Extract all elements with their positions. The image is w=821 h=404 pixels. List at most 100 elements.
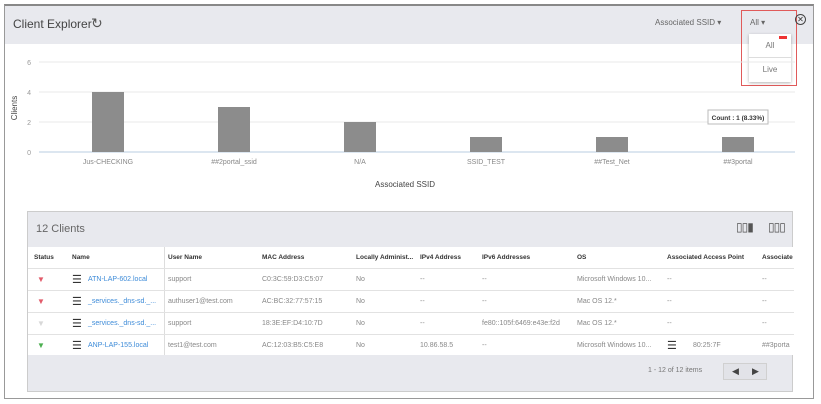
column-header[interactable]: IPv6 Addresses bbox=[482, 254, 531, 261]
user-cell: support bbox=[168, 276, 192, 283]
group-by-dropdown[interactable]: Associated SSID ▾ bbox=[655, 18, 722, 27]
column-header[interactable]: Associated Access Point bbox=[667, 254, 745, 261]
header-row: Status Name User Name MAC Address Locally Ad… bbox=[28, 247, 794, 269]
y-tick-label: 2 bbox=[27, 120, 31, 127]
ipv6-cell: -- bbox=[482, 342, 487, 349]
filter-label: All bbox=[750, 18, 759, 27]
y-tick-label: 0 bbox=[27, 150, 31, 157]
user-cell: test1@test.com bbox=[168, 342, 217, 349]
refresh-icon[interactable]: ↻ bbox=[91, 15, 103, 31]
assoc-cell: ##3porta bbox=[762, 342, 790, 349]
x-tick-label: N/A bbox=[354, 159, 366, 166]
ipv6-cell: -- bbox=[482, 276, 487, 283]
x-tick-label: ##2portal_ssid bbox=[211, 159, 257, 166]
column-header[interactable]: Status bbox=[34, 254, 54, 261]
tooltip-box bbox=[707, 109, 769, 125]
name-cell[interactable]: _services._dns-sd._... bbox=[88, 298, 157, 305]
wifi-status-icon: ▼ bbox=[37, 275, 45, 284]
bar-chart: 0 2 4 6 Jus-CHECKING ##2portal_ssid N/A SSID_TE… bbox=[10, 60, 795, 189]
ap-cell: -- bbox=[667, 320, 672, 327]
details-list-icon[interactable]: ☰ bbox=[72, 274, 82, 286]
column-header[interactable]: OS bbox=[577, 254, 587, 261]
name-cell[interactable]: ANP-LAP-155.local bbox=[88, 342, 149, 349]
page-title: Client Explorer bbox=[13, 17, 92, 31]
client-count: 12 Clients bbox=[36, 223, 85, 235]
wifi-status-icon: ▼ bbox=[37, 297, 45, 306]
name-cell[interactable]: _services._dns-sd._... bbox=[88, 320, 157, 327]
ap-cell: 80:25:7F bbox=[693, 342, 721, 349]
frozen-column-divider bbox=[164, 247, 165, 355]
y-axis-title: Clients bbox=[10, 96, 19, 120]
x-tick-label: ##Test_Net bbox=[594, 159, 629, 166]
ipv4-cell: -- bbox=[420, 298, 425, 305]
bar[interactable] bbox=[470, 137, 502, 152]
y-tick-label: 6 bbox=[27, 60, 31, 67]
bar[interactable] bbox=[722, 137, 754, 152]
x-axis-title: Associated SSID bbox=[375, 180, 435, 189]
user-cell: authuser1@test.com bbox=[168, 298, 233, 305]
table-row[interactable]: ▼ _services._dns-sd._... support 18:3E:EF:D… bbox=[28, 313, 794, 335]
user-cell: support bbox=[168, 320, 192, 327]
clients-grid: Status Name User Name MAC Address Locally Ad… bbox=[28, 247, 794, 355]
bar[interactable] bbox=[92, 92, 124, 152]
os-cell: Mac OS 12.* bbox=[577, 320, 617, 327]
assoc-cell: -- bbox=[762, 298, 767, 305]
mac-cell: C0:3C:59:D3:C5:07 bbox=[262, 276, 324, 283]
group-by-label: Associated SSID bbox=[655, 18, 716, 27]
column-header[interactable]: Associate bbox=[762, 254, 793, 261]
bar[interactable] bbox=[218, 107, 250, 152]
ipv4-cell: -- bbox=[420, 276, 425, 283]
os-cell: Mac OS 12.* bbox=[577, 298, 617, 305]
pagination-info: 1 - 12 of 12 items bbox=[648, 367, 703, 374]
ipv6-cell: -- bbox=[482, 298, 487, 305]
local-cell: No bbox=[356, 298, 365, 305]
column-header[interactable]: Name bbox=[72, 254, 90, 261]
y-tick-label: 4 bbox=[27, 90, 31, 97]
tooltip-text: Count : 1 (8.33%) bbox=[712, 115, 765, 122]
table-row[interactable]: ▼ ATN-LAP-602.local support C0:3C:59:D3:C5:… bbox=[28, 269, 794, 291]
close-circle-icon[interactable]: ✕ bbox=[795, 14, 806, 25]
bar[interactable] bbox=[596, 137, 628, 152]
header-bar: Client Explorer ↻ Associated SSID ▾ bbox=[5, 6, 813, 44]
prev-page-button[interactable]: ◀ bbox=[732, 366, 739, 376]
mac-cell: AC:12:03:B5:C5:E8 bbox=[262, 342, 324, 349]
assoc-cell: -- bbox=[762, 320, 767, 327]
client-explorer-panel: Client Explorer ↻ Associated SSID ▾ All … bbox=[4, 4, 814, 399]
column-header[interactable]: Locally Administ... bbox=[356, 254, 414, 261]
column-header[interactable]: MAC Address bbox=[262, 254, 305, 261]
column-header[interactable]: IPv4 Address bbox=[420, 254, 461, 261]
columns-icon[interactable]: ▯▯▯ bbox=[768, 220, 786, 234]
wifi-status-icon: ▼ bbox=[37, 319, 45, 328]
mac-cell: AC:BC:32:77:57:15 bbox=[262, 298, 323, 305]
filter-menu: All Live bbox=[749, 34, 791, 82]
local-cell: No bbox=[356, 320, 365, 327]
table-row[interactable]: ▼ _services._dns-sd._... authuser1@test.co… bbox=[28, 291, 794, 313]
filter-option-live[interactable]: Live bbox=[762, 65, 778, 74]
details-list-icon[interactable]: ☰ bbox=[72, 296, 82, 308]
ap-cell: -- bbox=[667, 298, 672, 305]
name-cell[interactable]: ATN-LAP-602.local bbox=[88, 276, 148, 283]
pager: ◀ ▶ bbox=[723, 363, 767, 380]
ap-list-icon[interactable]: ☰ bbox=[667, 340, 677, 352]
filter-option-all[interactable]: All bbox=[749, 34, 791, 58]
x-tick-label: SSID_TEST bbox=[467, 159, 506, 166]
filter-dropdown[interactable]: All ▾ bbox=[750, 18, 766, 27]
column-header[interactable]: User Name bbox=[168, 254, 202, 261]
wifi-status-icon: ▼ bbox=[37, 341, 45, 350]
assoc-cell: -- bbox=[762, 276, 767, 283]
mac-cell: 18:3E:EF:D4:10:7D bbox=[262, 320, 323, 327]
details-list-icon[interactable]: ☰ bbox=[72, 340, 82, 352]
ipv4-cell: 10.86.58.5 bbox=[420, 342, 454, 349]
column-lock-icon[interactable]: ▯▯▮ bbox=[736, 220, 754, 234]
table-row[interactable]: ▼ ANP-LAP-155.local test1@test.com AC:12:03… bbox=[28, 335, 794, 355]
x-tick-label: ##3portal bbox=[723, 159, 753, 166]
details-list-icon[interactable]: ☰ bbox=[72, 318, 82, 330]
os-cell: Microsoft Windows 10... bbox=[577, 342, 652, 349]
next-page-button[interactable]: ▶ bbox=[752, 366, 759, 376]
selected-marker bbox=[779, 36, 787, 39]
ipv4-cell: -- bbox=[420, 320, 425, 327]
local-cell: No bbox=[356, 276, 365, 283]
x-tick-label: Jus-CHECKING bbox=[83, 159, 133, 166]
clients-table-panel: 12 Clients ▯▯▮ ▯▯▯ Status Name User Name MA… bbox=[27, 211, 794, 392]
bar[interactable] bbox=[344, 122, 376, 152]
